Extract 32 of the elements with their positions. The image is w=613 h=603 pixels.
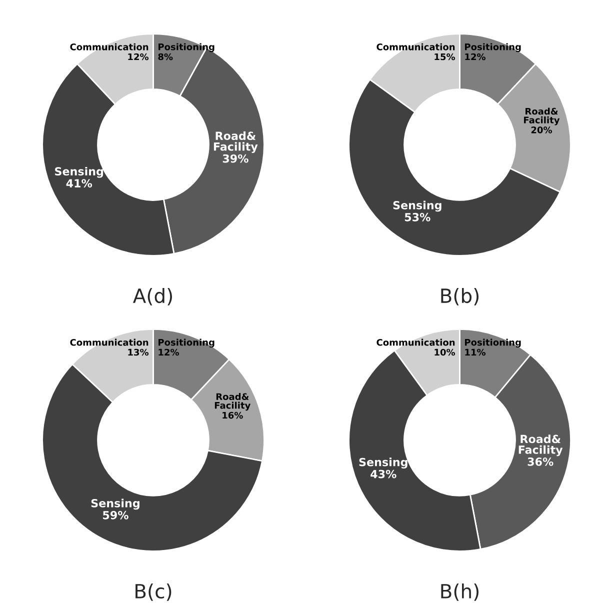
data-label: 12% [465,53,486,60]
slice-label: Communication [70,43,148,50]
data-label: 20% [531,126,552,134]
data-label: 43% [370,470,396,478]
data-label: 36% [528,457,554,466]
data-label: 53% [404,212,430,222]
slice-label: Communication [376,43,455,50]
slice-label: Sensing [55,166,104,178]
slice-label: Communication [376,338,455,346]
slice-label: Road& Facility [524,108,560,126]
data-label: 59% [103,510,128,520]
slice-label: Sensing [91,498,140,510]
data-label: 16% [222,412,243,419]
data-label: 39% [222,154,248,163]
data-label: 12% [128,53,149,60]
data-label: 8% [158,53,173,60]
text: B(h) [441,584,478,601]
slice-label: Sensing [393,200,442,212]
data-label: 15% [434,53,456,60]
text: B(c) [136,584,172,601]
data-label: 11% [465,348,486,356]
slice-label: Road& Facility [518,434,563,456]
data-label: 12% [158,348,180,356]
data-label: 10% [434,348,456,356]
text: B(b) [441,288,479,306]
slice-label: Road& Facility [214,131,258,154]
data-label: 13% [128,348,149,356]
text: A(d) [132,288,172,306]
slice-label: Sensing [359,458,408,469]
slice-label: Communication [70,338,148,346]
slice-label: Road& Facility [214,393,251,411]
data-label: 41% [66,179,92,188]
